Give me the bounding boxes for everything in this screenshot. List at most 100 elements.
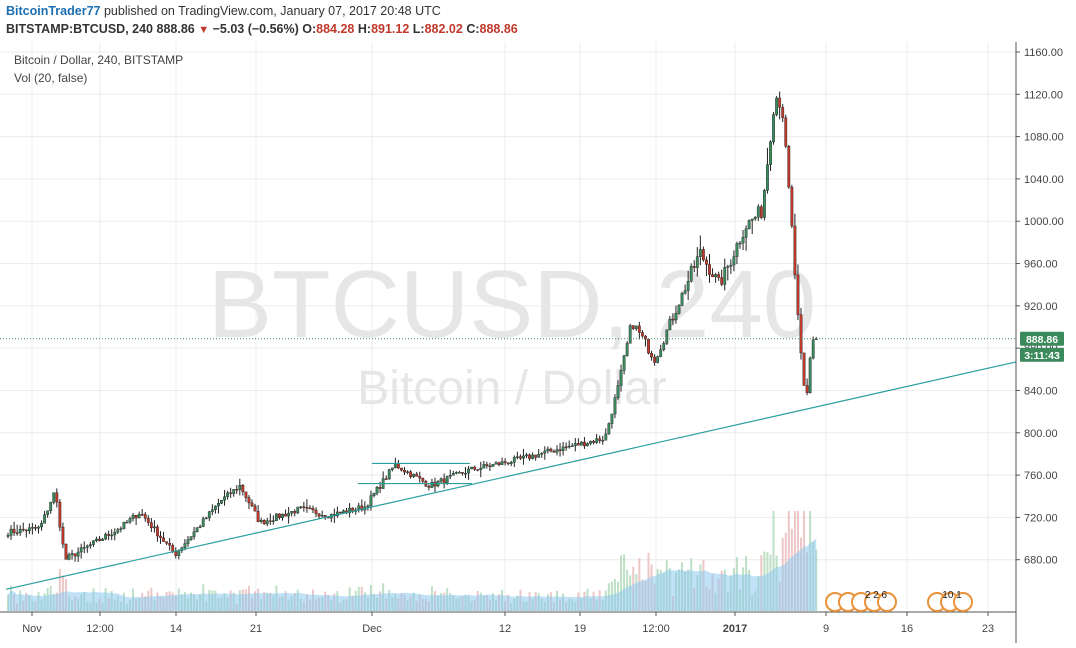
time-tick-label: Nov (22, 623, 42, 635)
candle-body (781, 107, 785, 118)
price-tick-label: 1000.00 (1024, 216, 1064, 228)
candle-body (271, 520, 275, 522)
price-tick-label: 680.00 (1024, 555, 1058, 567)
candle-body (512, 457, 516, 463)
chart-area[interactable]: BTCUSD, 240 Bitcoin / Dollar 680.00 720.0… (0, 42, 1076, 643)
low-label: L: (412, 22, 425, 36)
candle-body (744, 228, 748, 238)
candle-body (6, 535, 10, 537)
price-chart[interactable]: BTCUSD, 240 Bitcoin / Dollar 680.00 720.0… (0, 42, 1076, 643)
candle-body (107, 533, 111, 536)
candle-body (631, 325, 635, 329)
low-value: 882.02 (424, 22, 463, 36)
candle-body (369, 495, 373, 507)
candle-body (540, 452, 544, 455)
candle-body (708, 264, 711, 275)
last-price-badge-text: 888.86 (1026, 334, 1058, 346)
time-tick-label: 2017 (723, 623, 747, 635)
candle-body (46, 510, 50, 515)
time-tick-label: 23 (982, 623, 994, 635)
watermark-description: Bitcoin / Dollar (357, 362, 666, 415)
candle-body (24, 529, 28, 532)
candle-body (628, 325, 632, 344)
candle-body (265, 520, 269, 525)
candle-body (137, 514, 141, 519)
candle-body (134, 515, 138, 519)
chart-legend[interactable]: Bitcoin / Dollar, 240, BITSTAMP Vol (20,… (14, 53, 183, 85)
volume-legend[interactable]: Vol (20, false) (14, 71, 87, 85)
time-tick-label: 12:00 (86, 623, 114, 635)
series-legend[interactable]: Bitcoin / Dollar, 240, BITSTAMP (14, 53, 183, 67)
candle-body (412, 473, 416, 477)
open-value: 884.28 (316, 22, 355, 36)
time-axis[interactable]: Nov 12:00 14 21 Dec 12 19 12:00 2017 9 16 23 (22, 612, 994, 635)
candle-body (284, 513, 287, 517)
candle-body (564, 446, 568, 449)
candle-body (802, 352, 806, 386)
candle-body (156, 526, 159, 537)
candle-body (262, 520, 266, 525)
event-flags-group-1[interactable]: 2 2 6 (825, 590, 897, 612)
candle-body (317, 513, 321, 517)
candle-body (698, 249, 702, 257)
candle-body (528, 454, 531, 459)
candle-body (268, 520, 272, 522)
candle-body (488, 465, 492, 468)
candle-body (497, 462, 501, 465)
volume-ma-area (8, 538, 817, 611)
candle-body (247, 497, 251, 504)
author-link[interactable]: BitcoinTrader77 (6, 4, 101, 18)
candle-body (58, 501, 62, 528)
volume-bar (772, 511, 775, 611)
candle-body (122, 521, 126, 529)
candle-body (662, 343, 666, 350)
event-flags-group-2[interactable]: 10 1 (927, 590, 973, 612)
candle-body (98, 538, 101, 541)
candle-body (85, 545, 89, 548)
time-tick-label: Dec (362, 623, 382, 635)
candle-body (278, 513, 281, 518)
candle-body (595, 438, 599, 443)
candle-body (128, 518, 132, 523)
time-tick-label: 9 (823, 623, 829, 635)
candle-body (177, 550, 181, 556)
candle-body (390, 467, 394, 470)
close-value: 888.86 (479, 22, 518, 36)
candle-body (525, 454, 528, 457)
time-tick-label: 14 (170, 623, 182, 635)
candle-body (650, 352, 653, 358)
trendlines[interactable] (5, 361, 1017, 590)
candle-body (558, 449, 562, 451)
candle-body (183, 543, 187, 548)
candle-body (766, 164, 769, 191)
candle-body (464, 472, 467, 475)
candle-body (607, 423, 611, 435)
candle-body (674, 313, 678, 321)
candle-body (555, 449, 559, 453)
event-count-2: 10 1 (942, 590, 962, 601)
candle-body (387, 469, 391, 480)
high-label: H: (357, 22, 372, 36)
flag-us-icon[interactable] (877, 592, 897, 612)
economic-events[interactable]: 2 2 6 10 1 (825, 590, 973, 612)
time-tick-label: 12 (499, 623, 511, 635)
candle-body (293, 511, 297, 514)
candle-body (159, 535, 162, 538)
candle-body (64, 543, 68, 560)
candle-body (21, 528, 25, 531)
countdown-badge (1020, 347, 1064, 362)
candle-body (116, 529, 120, 533)
candle-body (427, 485, 431, 488)
flag-us-icon[interactable] (953, 592, 973, 612)
candle-body (714, 274, 718, 278)
candle-body (634, 325, 638, 329)
candle-body (207, 511, 211, 519)
candle-body (775, 97, 779, 115)
candle-body (52, 492, 56, 503)
time-tick-label: 21 (250, 623, 262, 635)
candle-body (787, 146, 791, 188)
candle-body (592, 440, 596, 443)
candle-body (82, 547, 86, 549)
candle-body (88, 544, 92, 547)
candle-body (637, 325, 641, 333)
